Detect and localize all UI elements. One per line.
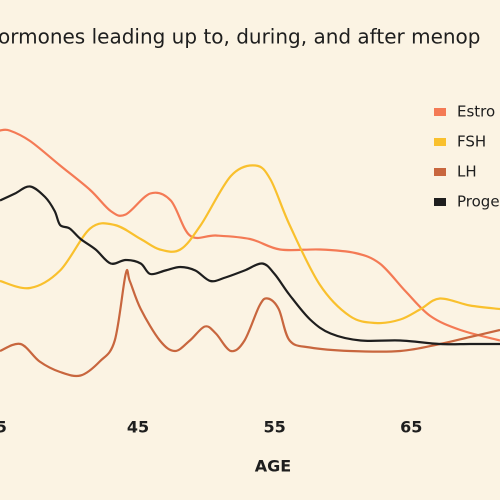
legend-label: Estro [457,103,495,121]
x-axis-label: AGE [255,457,291,476]
series-line [0,164,500,325]
chart-title: ormones leading up to, during, and after… [0,25,481,49]
series-line [0,268,500,378]
series-line [0,128,500,342]
legend-swatch [434,198,446,206]
x-tick-label: 65 [400,418,422,437]
x-tick-label: 45 [127,418,149,437]
series-line [0,185,500,346]
legend-label: LH [457,163,477,181]
x-tick-label: 55 [263,418,285,437]
x-tick-label: 5 [0,418,7,437]
legend-swatch [434,168,446,176]
legend-swatch [434,138,446,146]
legend-label: Proge [457,193,500,211]
legend-label: FSH [457,133,486,151]
legend-swatch [434,108,446,116]
